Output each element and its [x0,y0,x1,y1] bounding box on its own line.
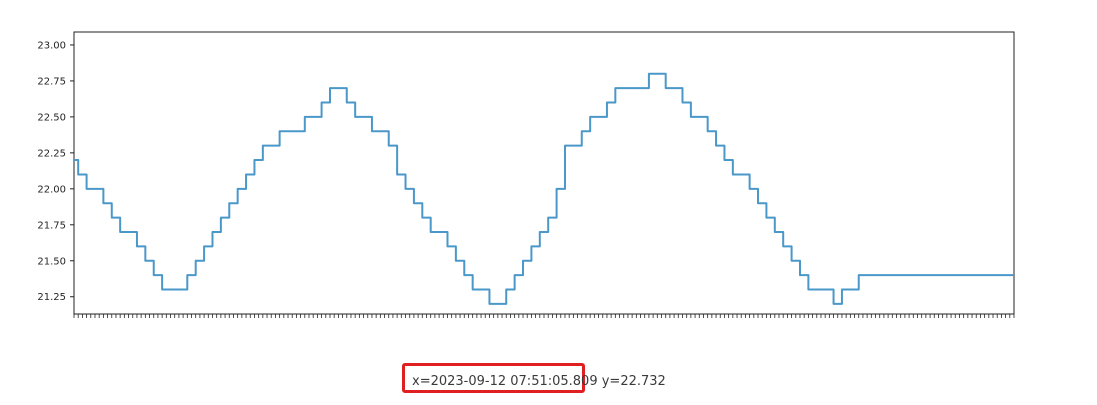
x-axis [73,314,1015,318]
highlight-box [402,363,585,393]
plot-area [73,31,1015,315]
y-tick-label: 22.75 [37,76,66,87]
y-axis: 21.25 21.50 21.75 22.00 22.25 22.50 22.75 23.00 [37,40,74,303]
series-group [74,72,1014,305]
y-tick-label: 22.25 [37,148,66,159]
y-tick-label: 21.50 [37,256,66,267]
y-tick-label: 22.00 [37,184,66,195]
y-tick-label: 23.00 [37,40,66,51]
coordinate-readout: x=2023-09-12 07:51:05.809 y=22.732 [412,374,666,389]
series-line [74,72,1014,305]
plot-frame [73,31,1015,315]
y-tick-label: 21.25 [37,292,66,303]
y-tick-label: 21.75 [37,220,66,231]
y-tick-label: 22.50 [37,112,66,123]
line-chart: 21.25 21.50 21.75 22.00 22.25 22.50 22.75 23.00 [37,31,1015,318]
